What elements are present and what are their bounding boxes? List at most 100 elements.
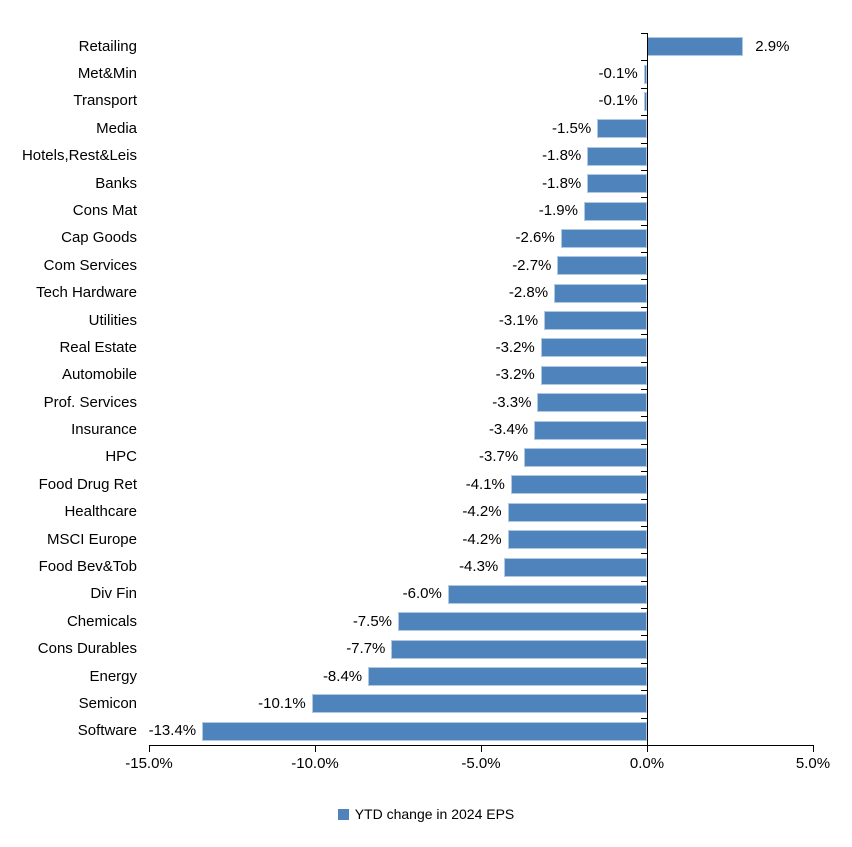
bar [202, 721, 647, 741]
category-label: Tech Hardware [36, 284, 137, 302]
category-label: Met&Min [77, 65, 137, 83]
category-axis-tick [641, 169, 647, 171]
value-label: -3.2% [495, 338, 535, 356]
bar [507, 502, 647, 522]
category-axis-tick [641, 197, 647, 199]
category-label: Chemicals [66, 612, 137, 630]
category-axis-tick [641, 279, 647, 281]
category-axis-line [647, 33, 648, 745]
x-axis-tick [813, 745, 814, 752]
x-axis-tick [647, 745, 648, 752]
value-label: -4.3% [459, 558, 499, 575]
category-label: MSCI Europe [46, 530, 137, 548]
bar [643, 64, 647, 84]
bar [583, 201, 647, 221]
category-label: Prof. Services [43, 393, 137, 411]
x-axis-tick-label: 5.0% [795, 755, 831, 772]
value-label: -6.0% [402, 585, 442, 603]
legend-marker-icon [337, 808, 349, 820]
x-axis-tick-label: -10.0% [291, 755, 339, 772]
value-label: -7.7% [346, 640, 386, 658]
category-label: Healthcare [64, 503, 137, 521]
category-label: Software [77, 722, 137, 740]
bar [554, 283, 647, 303]
bar [540, 365, 647, 385]
value-label: -1.8% [542, 174, 582, 192]
bar [557, 256, 647, 276]
value-label: 2.9% [755, 37, 790, 55]
category-label: Transport [73, 92, 137, 110]
bar [447, 584, 647, 604]
value-label: -2.6% [515, 229, 555, 247]
x-axis-tick [149, 745, 150, 752]
category-axis-tick [641, 306, 647, 308]
value-label: -2.7% [512, 256, 552, 274]
bar [643, 91, 647, 111]
value-label: -4.2% [462, 503, 502, 521]
value-label: -4.2% [462, 530, 502, 548]
bar [311, 694, 647, 714]
category-axis-tick [641, 224, 647, 226]
category-label: Cap Goods [61, 229, 137, 247]
bar [504, 557, 647, 577]
value-label: -3.3% [492, 393, 532, 411]
category-label: Utilities [88, 311, 137, 329]
category-axis-tick [641, 717, 647, 719]
category-axis-tick [641, 389, 647, 390]
bar [391, 639, 647, 659]
category-label: Energy [89, 667, 137, 685]
category-axis-tick [641, 115, 647, 117]
bar [534, 420, 647, 440]
category-label: Retailing [78, 37, 137, 55]
category-axis-tick [641, 690, 647, 692]
x-axis-tick-label: 0.0% [629, 755, 665, 772]
category-label: Media [96, 119, 137, 137]
value-label: -7.5% [352, 612, 392, 630]
category-axis-tick [641, 553, 647, 555]
value-label: -8.4% [322, 667, 363, 685]
bar [398, 612, 647, 632]
category-axis-tick [641, 87, 647, 89]
bar [368, 667, 647, 687]
x-axis-tick [315, 745, 316, 752]
value-label: -2.8% [508, 284, 549, 302]
category-label: Real Estate [59, 338, 137, 356]
bar [507, 530, 647, 550]
bar [540, 338, 647, 358]
x-axis-tick-label: -5.0% [461, 755, 501, 772]
category-axis-tick [641, 416, 647, 418]
category-label: Semicon [78, 694, 137, 712]
category-axis-tick [641, 608, 647, 610]
x-axis-tick [481, 745, 482, 752]
category-label: Div Fin [90, 585, 137, 603]
category-axis-tick [641, 580, 647, 582]
category-label: Cons Mat [72, 202, 137, 219]
bar [597, 119, 647, 139]
category-label: Banks [95, 174, 137, 192]
bar [647, 37, 744, 57]
legend: YTD change in 2024 EPS [0, 806, 852, 822]
category-axis-tick [641, 443, 647, 445]
category-axis-tick [641, 60, 647, 62]
category-axis-tick [641, 33, 647, 34]
bar [560, 228, 647, 248]
value-label: -10.1% [258, 694, 306, 712]
category-axis-tick [641, 498, 647, 500]
legend-label: YTD change in 2024 EPS [354, 806, 515, 822]
category-axis-tick [641, 361, 647, 363]
value-label: -13.4% [148, 722, 197, 740]
bar [544, 311, 647, 331]
category-axis-tick [641, 142, 647, 144]
bar [537, 393, 647, 413]
category-axis-tick [641, 471, 647, 473]
value-label: -3.7% [478, 448, 519, 466]
category-label: Food Bev&Tob [38, 558, 137, 575]
value-label: -0.1% [598, 65, 638, 83]
category-label: Automobile [61, 366, 137, 384]
value-label: -3.4% [488, 421, 529, 439]
category-label: Cons Durables [37, 640, 137, 658]
category-label: Com Services [43, 256, 137, 274]
category-label: HPC [105, 448, 137, 466]
category-label: Food Drug Ret [38, 475, 137, 493]
